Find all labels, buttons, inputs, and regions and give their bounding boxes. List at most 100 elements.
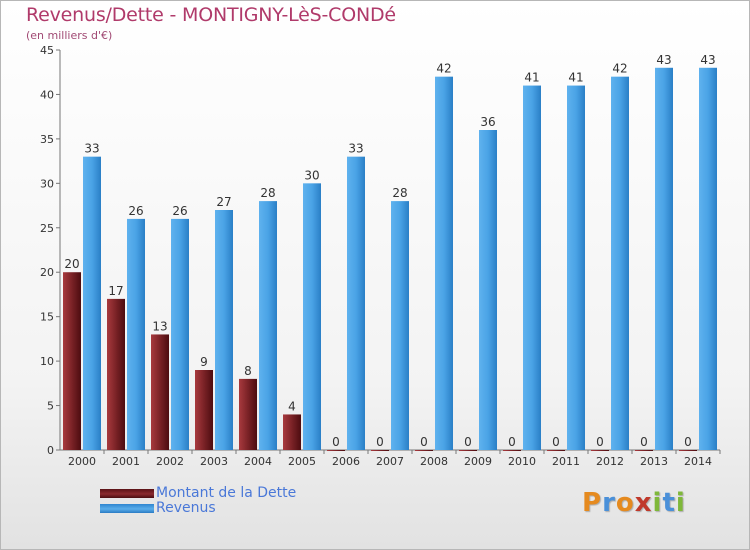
data-label-dette: 0 bbox=[552, 435, 560, 449]
x-tick-label: 2009 bbox=[464, 455, 492, 468]
logo-letter: x bbox=[634, 488, 653, 518]
data-label-dette: 0 bbox=[464, 435, 472, 449]
data-label-dette: 0 bbox=[640, 435, 648, 449]
x-tick-label: 2007 bbox=[376, 455, 404, 468]
data-label-revenus: 30 bbox=[304, 168, 319, 182]
bar-dette bbox=[591, 450, 609, 451]
y-tick-label: 10 bbox=[40, 355, 54, 368]
y-tick-label: 25 bbox=[40, 222, 54, 235]
data-label-revenus: 42 bbox=[436, 62, 451, 76]
data-label-dette: 17 bbox=[108, 284, 123, 298]
y-tick-label: 5 bbox=[47, 400, 54, 413]
data-label-revenus: 42 bbox=[612, 62, 627, 76]
data-label-dette: 9 bbox=[200, 355, 208, 369]
bar-revenus bbox=[655, 67, 673, 451]
y-tick-label: 35 bbox=[40, 133, 54, 146]
data-label-revenus: 43 bbox=[700, 53, 715, 67]
bar-dette bbox=[151, 334, 169, 450]
bar-dette bbox=[195, 370, 213, 450]
x-tick-label: 2006 bbox=[332, 455, 360, 468]
bar-revenus bbox=[347, 156, 365, 450]
data-label-dette: 20 bbox=[64, 257, 79, 271]
bar-revenus bbox=[171, 218, 189, 450]
data-label-dette: 0 bbox=[684, 435, 692, 449]
y-tick-label: 45 bbox=[40, 44, 54, 57]
logo-letter: P bbox=[582, 488, 603, 518]
logo-letter: t bbox=[662, 488, 676, 518]
proxiti-logo: Proxiti bbox=[582, 488, 686, 518]
x-tick-label: 2000 bbox=[68, 455, 96, 468]
y-tick-label: 20 bbox=[40, 266, 54, 279]
data-label-dette: 0 bbox=[508, 435, 516, 449]
bar-revenus bbox=[259, 201, 277, 450]
data-label-revenus: 28 bbox=[392, 186, 407, 200]
bar-revenus bbox=[435, 76, 453, 451]
bar-revenus bbox=[127, 218, 145, 450]
bar-dette bbox=[547, 450, 565, 451]
logo-letter: r bbox=[602, 488, 616, 518]
data-label-revenus: 33 bbox=[84, 142, 99, 156]
data-label-revenus: 26 bbox=[128, 204, 143, 218]
bar-dette bbox=[459, 450, 477, 451]
data-label-dette: 4 bbox=[288, 399, 296, 413]
data-label-revenus: 27 bbox=[216, 195, 231, 209]
x-tick-label: 2011 bbox=[552, 455, 580, 468]
bar-revenus bbox=[611, 76, 629, 451]
y-tick-label: 0 bbox=[47, 444, 54, 457]
data-label-dette: 0 bbox=[332, 435, 340, 449]
x-tick-label: 2014 bbox=[684, 455, 712, 468]
x-tick-label: 2013 bbox=[640, 455, 668, 468]
chart-title: Revenus/Dette - MONTIGNY-LèS-CONDé bbox=[26, 4, 396, 26]
legend-swatch-dette bbox=[100, 489, 154, 498]
logo-letter: i bbox=[652, 488, 663, 518]
data-label-revenus: 26 bbox=[172, 204, 187, 218]
y-tick-label: 30 bbox=[40, 177, 54, 190]
bar-dette bbox=[107, 298, 125, 450]
x-tick-label: 2008 bbox=[420, 455, 448, 468]
bar-dette bbox=[63, 272, 81, 450]
bar-revenus bbox=[523, 85, 541, 451]
bar-dette bbox=[239, 378, 257, 450]
x-tick-label: 2001 bbox=[112, 455, 140, 468]
data-label-revenus: 33 bbox=[348, 142, 363, 156]
y-tick-label: 40 bbox=[40, 88, 54, 101]
bar-revenus bbox=[215, 210, 233, 450]
data-label-revenus: 36 bbox=[480, 115, 495, 129]
logo-letter: o bbox=[615, 488, 635, 518]
bar-dette bbox=[327, 450, 345, 451]
y-tick-label: 15 bbox=[40, 311, 54, 324]
x-tick-label: 2002 bbox=[156, 455, 184, 468]
bar-dette bbox=[635, 450, 653, 451]
data-label-revenus: 28 bbox=[260, 186, 275, 200]
data-label-dette: 0 bbox=[596, 435, 604, 449]
bar-revenus bbox=[479, 130, 497, 450]
legend-swatch-revenus bbox=[100, 504, 154, 513]
legend-label-revenus: Revenus bbox=[156, 500, 216, 516]
legend-label-dette: Montant de la Dette bbox=[156, 485, 297, 501]
bar-dette bbox=[679, 450, 697, 451]
x-tick-label: 2012 bbox=[596, 455, 624, 468]
chart-subtitle: (en milliers d'€) bbox=[26, 29, 113, 42]
bar-revenus bbox=[567, 85, 585, 451]
bar-dette bbox=[415, 450, 433, 451]
bar-revenus bbox=[303, 183, 321, 451]
x-tick-label: 2005 bbox=[288, 455, 316, 468]
bar-revenus bbox=[391, 201, 409, 450]
bar-dette bbox=[503, 450, 521, 451]
data-label-revenus: 41 bbox=[524, 71, 539, 85]
bar-revenus bbox=[699, 67, 717, 451]
x-tick-label: 2010 bbox=[508, 455, 536, 468]
x-tick-label: 2003 bbox=[200, 455, 228, 468]
x-tick-label: 2004 bbox=[244, 455, 272, 468]
bar-dette bbox=[283, 414, 301, 450]
bar-revenus bbox=[83, 156, 101, 450]
data-label-dette: 0 bbox=[376, 435, 384, 449]
data-label-revenus: 43 bbox=[656, 53, 671, 67]
logo-letter: i bbox=[675, 488, 686, 518]
bar-dette bbox=[371, 450, 389, 451]
data-label-dette: 0 bbox=[420, 435, 428, 449]
data-label-dette: 13 bbox=[152, 319, 167, 333]
data-label-dette: 8 bbox=[244, 364, 252, 378]
data-label-revenus: 41 bbox=[568, 71, 583, 85]
